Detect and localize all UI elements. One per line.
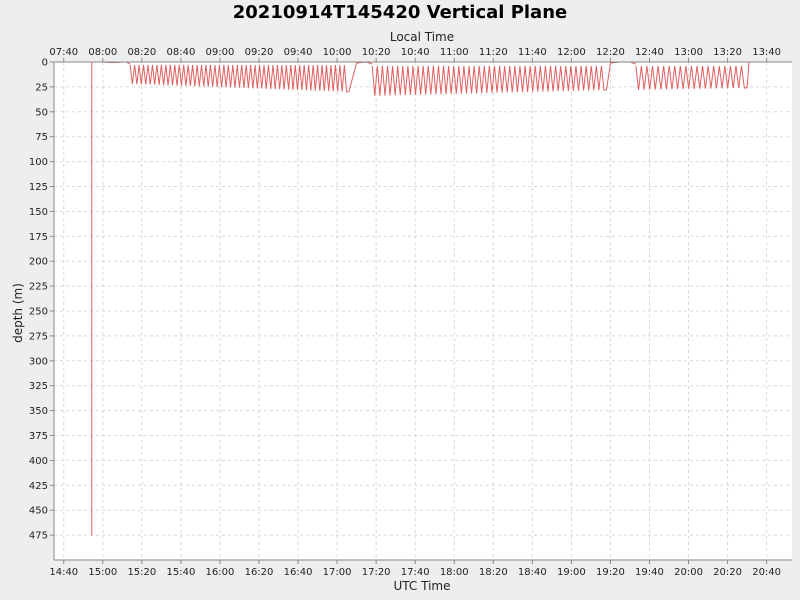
x-tick-label-utc: 16:20 xyxy=(245,567,274,578)
y-tick-label: 325 xyxy=(29,381,48,392)
y-tick-label: 350 xyxy=(29,406,48,417)
y-tick-label: 125 xyxy=(29,182,48,193)
chart-title: 20210914T145420 Vertical Plane xyxy=(233,2,567,23)
x-tick-label-local: 13:20 xyxy=(713,47,742,58)
grid-layer xyxy=(54,61,792,560)
x-tick-label-utc: 16:40 xyxy=(284,567,313,578)
x-tick-label-local: 08:40 xyxy=(166,47,195,58)
x-tick-label-local: 07:40 xyxy=(49,47,78,58)
axes-layer: 0 25 50 75 100 125 150 175 200 225 250 275 300 325 350… xyxy=(29,47,792,578)
x-tick-label-local: 10:40 xyxy=(401,47,430,58)
y-tick-label: 225 xyxy=(29,282,48,293)
depth-series-segment xyxy=(129,64,349,93)
x-tick-label-utc: 18:20 xyxy=(479,567,508,578)
y-tick-label: 50 xyxy=(35,107,48,118)
y-tick-label: 250 xyxy=(29,307,48,318)
x-tick-label-utc: 14:40 xyxy=(49,567,78,578)
y-tick-label: 0 xyxy=(42,58,48,69)
x-tick-label-local: 11:00 xyxy=(440,47,469,58)
bottom-axis-label: UTC Time xyxy=(394,579,451,593)
x-tick-label-utc: 15:00 xyxy=(88,567,117,578)
x-tick-label-local: 09:40 xyxy=(284,47,313,58)
x-tick-label-local: 12:40 xyxy=(635,47,664,58)
top-axis-label: Local Time xyxy=(390,30,454,44)
y-tick-label: 275 xyxy=(29,331,48,342)
x-tick-label-local: 11:20 xyxy=(479,47,508,58)
y-axis-label: depth (m) xyxy=(11,283,25,343)
x-tick-label-utc: 19:00 xyxy=(557,567,586,578)
x-tick-label-utc: 16:00 xyxy=(206,567,235,578)
x-tick-label-utc: 15:40 xyxy=(166,567,195,578)
y-tick-label: 200 xyxy=(29,257,48,268)
y-tick-label: 175 xyxy=(29,232,48,243)
x-tick-label-local: 08:20 xyxy=(127,47,156,58)
depth-series-segment xyxy=(635,65,748,90)
x-tick-label-local: 12:20 xyxy=(596,47,625,58)
x-tick-label-local: 09:20 xyxy=(245,47,274,58)
x-tick-label-utc: 20:00 xyxy=(674,567,703,578)
y-tick-label: 75 xyxy=(35,132,48,143)
y-tick-label: 300 xyxy=(29,356,48,367)
y-tick-label: 25 xyxy=(35,82,48,93)
x-tick-label-utc: 17:20 xyxy=(362,567,391,578)
y-tick-label: 400 xyxy=(29,456,48,467)
x-tick-label-utc: 17:00 xyxy=(323,567,352,578)
x-tick-label-local: 13:00 xyxy=(674,47,703,58)
y-tick-label: 475 xyxy=(29,531,48,542)
x-tick-label-local: 09:00 xyxy=(206,47,235,58)
x-tick-label-utc: 18:40 xyxy=(518,567,547,578)
y-tick-label: 100 xyxy=(29,157,48,168)
x-tick-label-utc: 20:40 xyxy=(752,567,781,578)
x-tick-label-local: 13:40 xyxy=(752,47,781,58)
y-tick-label: 375 xyxy=(29,431,48,442)
x-tick-label-utc: 15:20 xyxy=(127,567,156,578)
x-tick-label-local: 11:40 xyxy=(518,47,547,58)
x-tick-label-utc: 18:00 xyxy=(440,567,469,578)
x-tick-label-utc: 19:40 xyxy=(635,567,664,578)
y-tick-label: 150 xyxy=(29,207,48,218)
x-tick-label-utc: 20:20 xyxy=(713,567,742,578)
x-tick-label-local: 12:00 xyxy=(557,47,586,58)
x-tick-label-utc: 19:20 xyxy=(596,567,625,578)
x-tick-label-local: 10:00 xyxy=(323,47,352,58)
x-tick-label-local: 10:20 xyxy=(362,47,391,58)
x-tick-label-local: 08:00 xyxy=(88,47,117,58)
x-tick-label-utc: 17:40 xyxy=(401,567,430,578)
y-tick-label: 425 xyxy=(29,481,48,492)
y-tick-label: 450 xyxy=(29,506,48,517)
depth-series-segment xyxy=(371,65,607,96)
